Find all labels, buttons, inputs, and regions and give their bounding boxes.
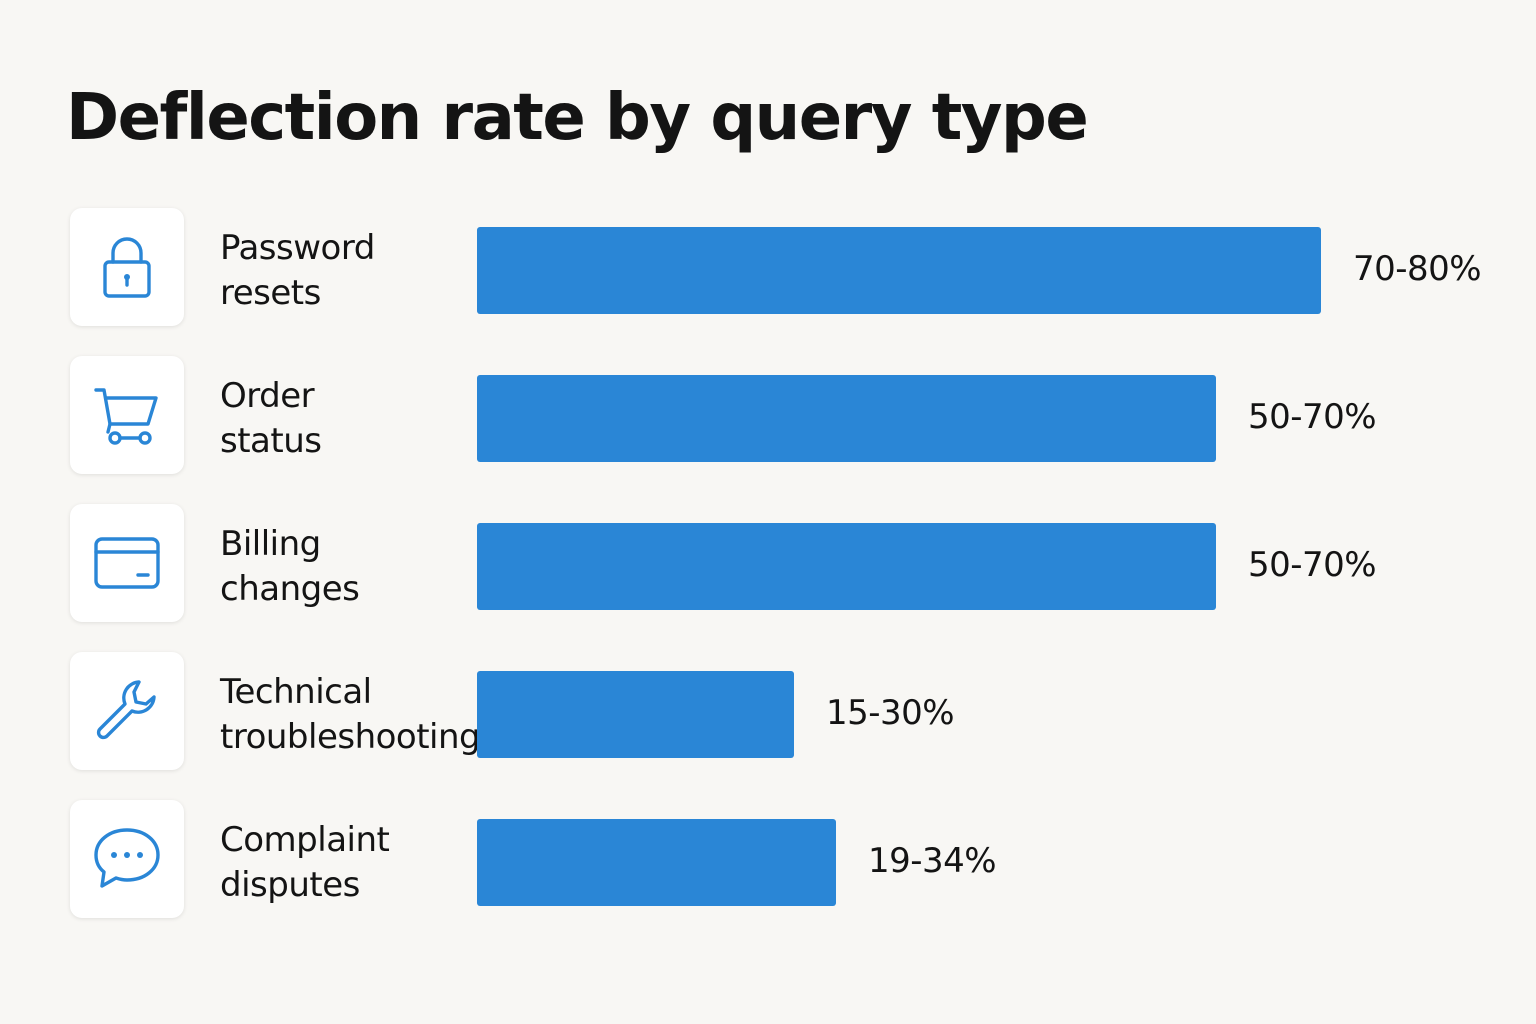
chart-bar [477, 819, 836, 906]
value-label: 50-70% [1248, 545, 1377, 585]
credit-card-icon [70, 504, 184, 622]
chart-bar [477, 523, 1216, 610]
chart-row: Order status 50-70% [0, 356, 1536, 476]
value-label: 19-34% [868, 841, 997, 881]
chat-bubble-icon [70, 800, 184, 918]
chart-row: Technical troubleshooting 15-30% [0, 652, 1536, 772]
lock-icon [70, 208, 184, 326]
category-label: Complaint disputes [220, 820, 390, 905]
cart-icon [70, 356, 184, 474]
chart-title: Deflection rate by query type [66, 81, 1089, 155]
value-label: 70-80% [1353, 249, 1482, 289]
value-label: 15-30% [826, 693, 955, 733]
chart-bar [477, 227, 1321, 314]
category-label: Order status [220, 376, 322, 461]
value-label: 50-70% [1248, 397, 1377, 437]
category-label: Billing changes [220, 524, 360, 609]
chart-row: Password resets 70-80% [0, 208, 1536, 328]
chart-bar [477, 375, 1216, 462]
category-label: Password resets [220, 228, 375, 313]
chart-bar [477, 671, 794, 758]
category-label: Technical troubleshooting [220, 672, 481, 757]
chart-row: Complaint disputes 19-34% [0, 800, 1536, 920]
chart-row: Billing changes 50-70% [0, 504, 1536, 624]
wrench-icon [70, 652, 184, 770]
